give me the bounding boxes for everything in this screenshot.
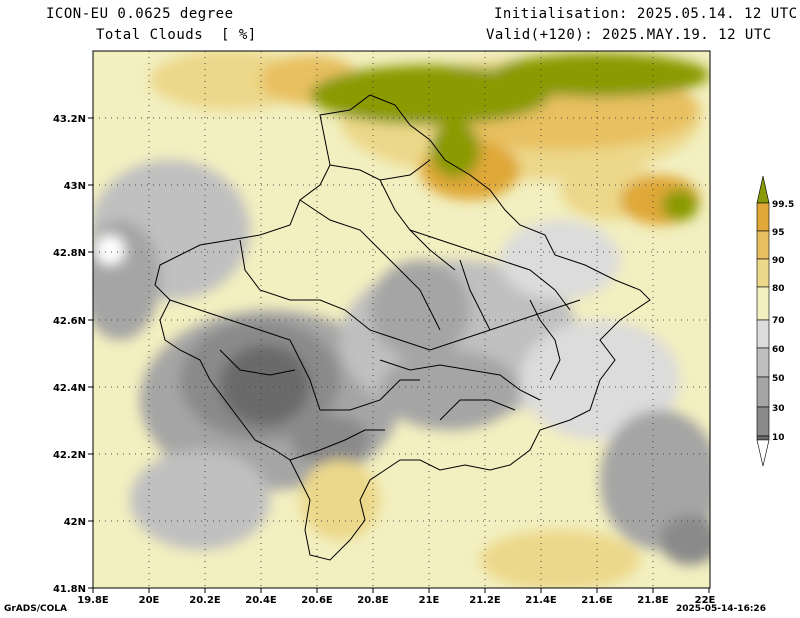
lat-label: 42.4N xyxy=(53,383,86,394)
internal-boundary xyxy=(439,399,516,421)
colorbar-segment xyxy=(756,319,770,349)
colorbar-segment xyxy=(756,347,770,378)
colorbar-labels: 99.5 95 90 80 70 60 50 30 10 xyxy=(772,200,794,443)
lat-lon-grid xyxy=(93,51,710,588)
colorbar-segment xyxy=(756,286,770,321)
lon-label: 20E xyxy=(139,595,160,606)
lat-labels: 43.2N 43N 42.8N 42.6N 42.4N 42.2N 42N 41… xyxy=(53,114,86,595)
internal-boundary xyxy=(399,269,441,331)
lat-label: 42.8N xyxy=(53,248,86,259)
colorbar-segment xyxy=(756,376,770,408)
internal-boundary xyxy=(289,429,385,461)
legend-label: 70 xyxy=(772,316,785,326)
lon-label: 19.8E xyxy=(77,595,109,606)
legend-label: 99.5 xyxy=(772,200,794,210)
internal-boundary xyxy=(529,299,561,381)
internal-boundary xyxy=(320,379,420,411)
lon-label: 21.2E xyxy=(469,595,501,606)
internal-boundary xyxy=(169,299,321,411)
lon-label: 20.4E xyxy=(245,595,277,606)
credit-label: GrADS/COLA xyxy=(4,604,67,614)
timestamp-label: 2025-05-14-16:26 xyxy=(676,604,766,614)
init-time: Initialisation: 2025.05.14. 12 UTC xyxy=(494,6,798,22)
lon-label: 22E xyxy=(695,595,716,606)
internal-boundary xyxy=(369,299,581,351)
lat-label: 42N xyxy=(64,517,86,528)
legend-label: 60 xyxy=(772,345,785,355)
axis-ticks xyxy=(88,117,710,593)
variable-title: Total Clouds [ %] xyxy=(96,27,257,43)
lon-label: 20.6E xyxy=(301,595,333,606)
legend-label: 50 xyxy=(772,374,785,384)
legend-label: 90 xyxy=(772,256,785,266)
lat-label: 41.8N xyxy=(53,584,86,595)
colorbar xyxy=(756,175,770,467)
colorbar-bottom-arrow xyxy=(756,439,770,467)
legend-label: 95 xyxy=(772,228,785,238)
colorbar-segment xyxy=(756,258,770,288)
internal-boundary xyxy=(239,239,371,331)
outer-boundary xyxy=(154,94,651,561)
lon-label: 21.4E xyxy=(525,595,557,606)
internal-boundary xyxy=(299,199,401,271)
colorbar-segment xyxy=(756,230,770,260)
internal-boundary xyxy=(409,229,571,311)
valid-time: Valid(+120): 2025.MAY.19. 12 UTC xyxy=(486,27,772,43)
legend-label: 10 xyxy=(772,433,785,443)
legend-label: 30 xyxy=(772,404,785,414)
lat-label: 42.2N xyxy=(53,450,86,461)
internal-boundary xyxy=(379,359,541,401)
lat-label: 43N xyxy=(64,181,86,192)
internal-boundary xyxy=(219,349,296,376)
cloud-field xyxy=(93,51,710,588)
lon-label: 20.8E xyxy=(357,595,389,606)
lon-labels: 19.8E 20E 20.2E 20.4E 20.6E 20.8E 21E 21… xyxy=(77,595,715,606)
lat-label: 42.6N xyxy=(53,316,86,327)
colorbar-segment xyxy=(756,202,770,232)
lon-label: 21E xyxy=(419,595,440,606)
model-title: ICON-EU 0.0625 degree xyxy=(46,6,234,22)
internal-boundary xyxy=(459,259,491,331)
lat-label: 43.2N xyxy=(53,114,86,125)
lon-label: 21.8E xyxy=(637,595,669,606)
colorbar-top-arrow xyxy=(756,175,770,204)
boundaries xyxy=(154,94,651,561)
legend-label: 80 xyxy=(772,284,785,294)
colorbar-segment xyxy=(756,435,770,441)
lon-label: 21.6E xyxy=(581,595,613,606)
lon-label: 20.2E xyxy=(189,595,221,606)
colorbar-segment xyxy=(756,406,770,437)
